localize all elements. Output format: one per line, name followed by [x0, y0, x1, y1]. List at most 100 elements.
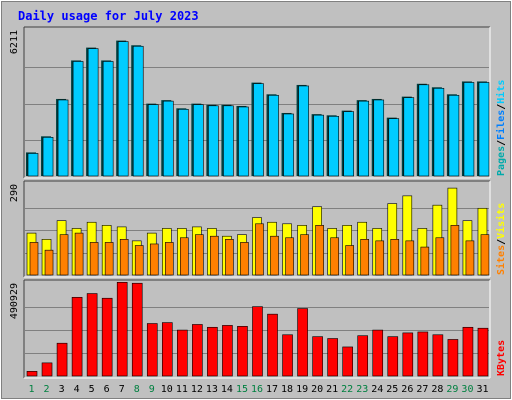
kbytes-bar-day-28 [432, 334, 444, 377]
sites-bar-day-19 [300, 234, 309, 276]
x-tick-label-day-18: 18 [281, 384, 293, 395]
panel-3-ymax-label: 490929 [9, 283, 20, 319]
x-tick-label-day-27: 27 [416, 384, 428, 395]
x-tick-label-day-24: 24 [371, 384, 383, 395]
sites-bar-day-31 [480, 234, 490, 276]
x-tick-label-day-3: 3 [59, 384, 65, 395]
kbytes-bar-day-5 [86, 293, 98, 377]
hits-bar-day-11 [178, 108, 189, 177]
sites-bar-day-22 [345, 245, 354, 276]
hits-bar-day-20 [313, 114, 324, 177]
legend-entry-pages: Pages [496, 146, 507, 176]
legend-entry-separator: / [496, 239, 507, 245]
kbytes-bar-day-1 [26, 371, 38, 377]
sites-bar-day-9 [149, 243, 159, 276]
sites-bar-day-4 [74, 232, 84, 276]
kbytes-bar-day-31 [477, 327, 489, 377]
x-tick-label-day-10: 10 [161, 384, 173, 395]
panel-1-legend: Pages/Files/Hits [495, 80, 507, 176]
kbytes-bar-day-19 [297, 308, 308, 377]
x-tick-label-day-7: 7 [119, 384, 125, 395]
hits-bar-day-14 [223, 105, 234, 177]
hits-bar-day-9 [147, 104, 159, 177]
panel-3-legend: KBytes [496, 340, 507, 376]
kbytes-bar-day-20 [312, 336, 323, 377]
x-tick-label-day-4: 4 [74, 384, 80, 395]
hits-bar-day-25 [388, 118, 400, 177]
hits-bar-day-29 [448, 94, 460, 177]
legend-entry-files: Files [495, 110, 507, 140]
sites-bar-day-25 [390, 239, 400, 276]
kbytes-bar-day-21 [327, 338, 338, 377]
x-tick-label-day-26: 26 [401, 384, 413, 395]
sites-bar-day-1 [29, 242, 39, 276]
sites-bar-day-15 [240, 242, 249, 276]
hits-bar-day-23 [358, 100, 370, 177]
sites-bar-day-16 [255, 223, 264, 276]
x-tick-label-day-16: 16 [251, 384, 263, 395]
kbytes-bar-day-6 [101, 297, 113, 377]
hits-bar-day-12 [193, 104, 204, 177]
kbytes-bar-day-10 [161, 322, 173, 377]
sites-bar-day-8 [134, 245, 144, 276]
sites-bar-day-28 [435, 237, 445, 276]
x-tick-label-day-14: 14 [221, 384, 233, 395]
x-tick-label-day-12: 12 [191, 384, 203, 395]
x-tick-label-day-8: 8 [134, 384, 140, 395]
hits-bar-day-22 [343, 111, 354, 177]
x-tick-label-day-23: 23 [356, 384, 368, 395]
hits-bar-day-19 [298, 85, 309, 177]
hits-bar-day-15 [238, 106, 249, 177]
hits-bar-day-8 [132, 45, 144, 177]
kbytes-bar-day-3 [56, 342, 68, 377]
x-tick-label-day-11: 11 [176, 384, 188, 395]
x-tick-label-day-6: 6 [104, 384, 110, 395]
sites-bar-day-17 [270, 235, 279, 276]
legend-entry-kbytes: KBytes [496, 340, 507, 376]
x-tick-label-day-15: 15 [236, 384, 248, 395]
kbytes-bar-day-27 [417, 331, 429, 377]
hits-bar-day-21 [328, 116, 339, 177]
panel-2-ymax-label: 290 [9, 184, 20, 202]
kbytes-bar-day-29 [447, 339, 459, 377]
hits-bar-day-18 [283, 113, 294, 177]
legend-entry-hits: Hits [495, 80, 507, 104]
kbytes-bar-day-14 [222, 325, 233, 377]
kbytes-bar-day-13 [207, 326, 218, 377]
hits-bar-day-1 [27, 153, 39, 177]
x-tick-label-day-21: 21 [326, 384, 338, 395]
chart-title: Daily usage for July 2023 [18, 9, 199, 23]
x-tick-label-day-30: 30 [461, 384, 473, 395]
legend-entry-separator: / [496, 140, 507, 146]
sites-bar-day-12 [195, 234, 204, 276]
hits-bar-day-10 [162, 100, 174, 177]
x-tick-label-day-5: 5 [89, 384, 95, 395]
kbytes-bar-day-12 [192, 324, 203, 377]
legend-entry-visits: Visits [495, 203, 507, 239]
sites-bar-day-24 [375, 240, 385, 276]
x-tick-label-day-19: 19 [296, 384, 308, 395]
sites-bar-day-18 [285, 237, 294, 276]
kbytes-bar-day-16 [252, 306, 263, 377]
hits-bar-day-31 [478, 82, 490, 177]
sites-bar-day-14 [225, 239, 234, 276]
kbytes-bar-day-8 [131, 282, 143, 377]
x-tick-label-day-9: 9 [149, 384, 155, 395]
sites-bar-day-7 [119, 239, 129, 276]
sites-bar-day-11 [180, 237, 189, 276]
kbytes-bar-day-11 [177, 329, 188, 377]
hits-bar-day-27 [418, 84, 430, 177]
legend-entry-separator: / [496, 104, 507, 110]
kbytes-bar-day-2 [41, 362, 53, 377]
kbytes-bar-day-17 [267, 313, 278, 377]
x-tick-label-day-1: 1 [29, 384, 35, 395]
sites-bar-day-5 [89, 242, 99, 276]
x-tick-label-day-31: 31 [476, 384, 488, 395]
kbytes-bar-day-22 [342, 346, 353, 377]
sites-bar-day-2 [44, 249, 54, 276]
hits-bar-day-16 [253, 83, 264, 177]
sites-bar-day-27 [420, 246, 430, 276]
hits-bar-day-28 [433, 87, 445, 177]
